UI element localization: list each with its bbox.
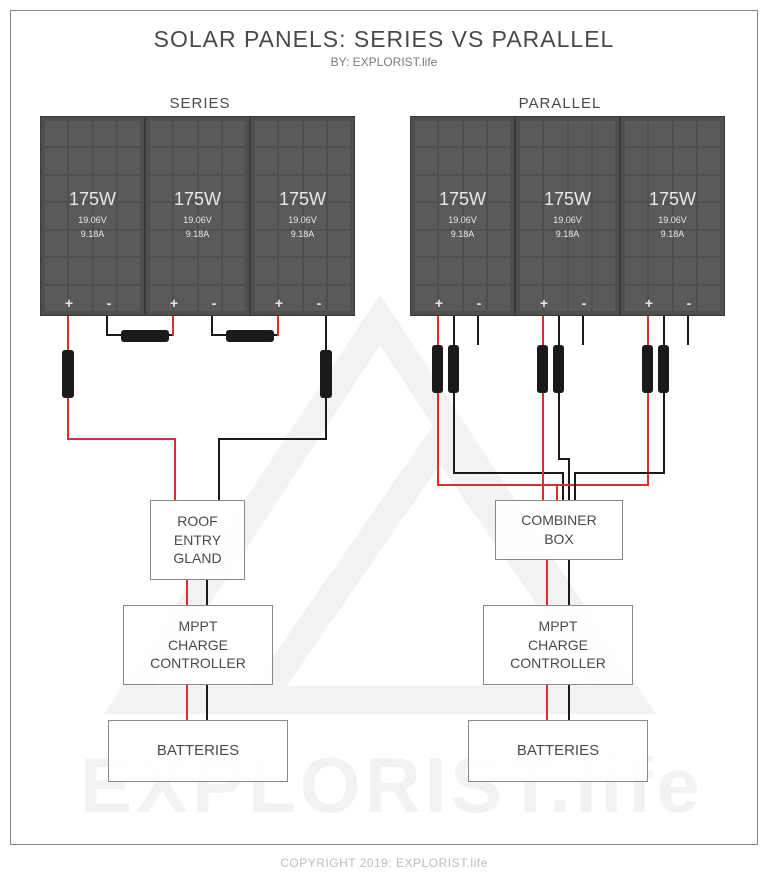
terminal-minus: - [472, 297, 486, 311]
solar-panel: 175W19.06V9.18A+- [250, 116, 355, 316]
terminal-minus: - [577, 297, 591, 311]
parallel-label: PARALLEL [470, 95, 650, 112]
wire-negative [453, 316, 455, 474]
panel-grid [150, 121, 245, 311]
mc4-connector-vert [642, 345, 653, 393]
page-subtitle: BY: EXPLORIST.life [0, 55, 768, 69]
series-mppt: MPPT CHARGE CONTROLLER [123, 605, 273, 685]
wire-positive [437, 484, 558, 486]
terminal-plus: + [272, 297, 286, 311]
parallel-batteries: BATTERIES [468, 720, 648, 782]
wire-negative [453, 472, 564, 474]
wire-positive [647, 316, 649, 345]
wire-negative [477, 316, 479, 345]
wire-positive [542, 316, 544, 345]
wire-negative [568, 560, 570, 605]
wire-negative [568, 458, 570, 500]
panel-grid [625, 121, 720, 311]
terminal-plus: + [642, 297, 656, 311]
terminal-minus: - [102, 297, 116, 311]
mc4-connector-vert [448, 345, 459, 393]
wire-negative [218, 438, 220, 500]
page: EXPLORIST.life SOLAR PANELS: SERIES VS P… [0, 0, 768, 881]
copyright: COPYRIGHT 2019: EXPLORIST.life [0, 856, 768, 870]
wire-negative [218, 438, 327, 440]
solar-panel: 175W19.06V9.18A+- [40, 116, 145, 316]
wire-positive [437, 316, 439, 345]
terminal-plus: + [62, 297, 76, 311]
wire-positive [174, 438, 176, 500]
wire-positive [186, 580, 188, 605]
terminal-plus: + [167, 297, 181, 311]
wire-negative [574, 472, 665, 474]
mc4-connector-vert [432, 345, 443, 393]
wire-negative [687, 316, 689, 345]
wire-positive [277, 316, 279, 336]
terminal-plus: + [537, 297, 551, 311]
wire-positive [546, 560, 548, 605]
terminal-plus: + [432, 297, 446, 311]
wire-negative [582, 316, 584, 345]
mc4-connector-vert [537, 345, 548, 393]
panel-grid [415, 121, 510, 311]
mc4-connector-vert [320, 350, 332, 398]
wire-positive [546, 685, 548, 720]
solar-panel: 175W19.06V9.18A+- [515, 116, 620, 316]
mc4-connector-vert [62, 350, 74, 398]
wire-negative [106, 316, 108, 336]
mc4-connector-horiz [226, 330, 274, 342]
solar-panel: 175W19.06V9.18A+- [145, 116, 250, 316]
panel-grid [255, 121, 350, 311]
series-roof-entry-gland: ROOF ENTRY GLAND [150, 500, 245, 580]
series-label: SERIES [110, 95, 290, 112]
mc4-connector-vert [553, 345, 564, 393]
wire-negative [206, 580, 208, 605]
wire-negative [206, 685, 208, 720]
page-title: SOLAR PANELS: SERIES VS PARALLEL [0, 26, 768, 53]
panel-grid [45, 121, 140, 311]
wire-negative [663, 316, 665, 474]
wire-positive [548, 484, 649, 486]
terminal-minus: - [207, 297, 221, 311]
terminal-minus: - [312, 297, 326, 311]
parallel-combiner-box: COMBINER BOX [495, 500, 623, 560]
series-batteries: BATTERIES [108, 720, 288, 782]
wire-negative [562, 472, 564, 500]
wire-positive [172, 316, 174, 336]
mc4-connector-horiz [121, 330, 169, 342]
solar-panel: 175W19.06V9.18A+- [410, 116, 515, 316]
wire-positive [186, 685, 188, 720]
parallel-mppt: MPPT CHARGE CONTROLLER [483, 605, 633, 685]
wire-negative [568, 685, 570, 720]
wire-negative [211, 316, 213, 336]
wire-positive [556, 484, 558, 500]
mc4-connector-vert [658, 345, 669, 393]
wire-negative [574, 472, 576, 500]
panel-grid [520, 121, 615, 311]
solar-panel: 175W19.06V9.18A+- [620, 116, 725, 316]
wire-positive [67, 438, 176, 440]
terminal-minus: - [682, 297, 696, 311]
